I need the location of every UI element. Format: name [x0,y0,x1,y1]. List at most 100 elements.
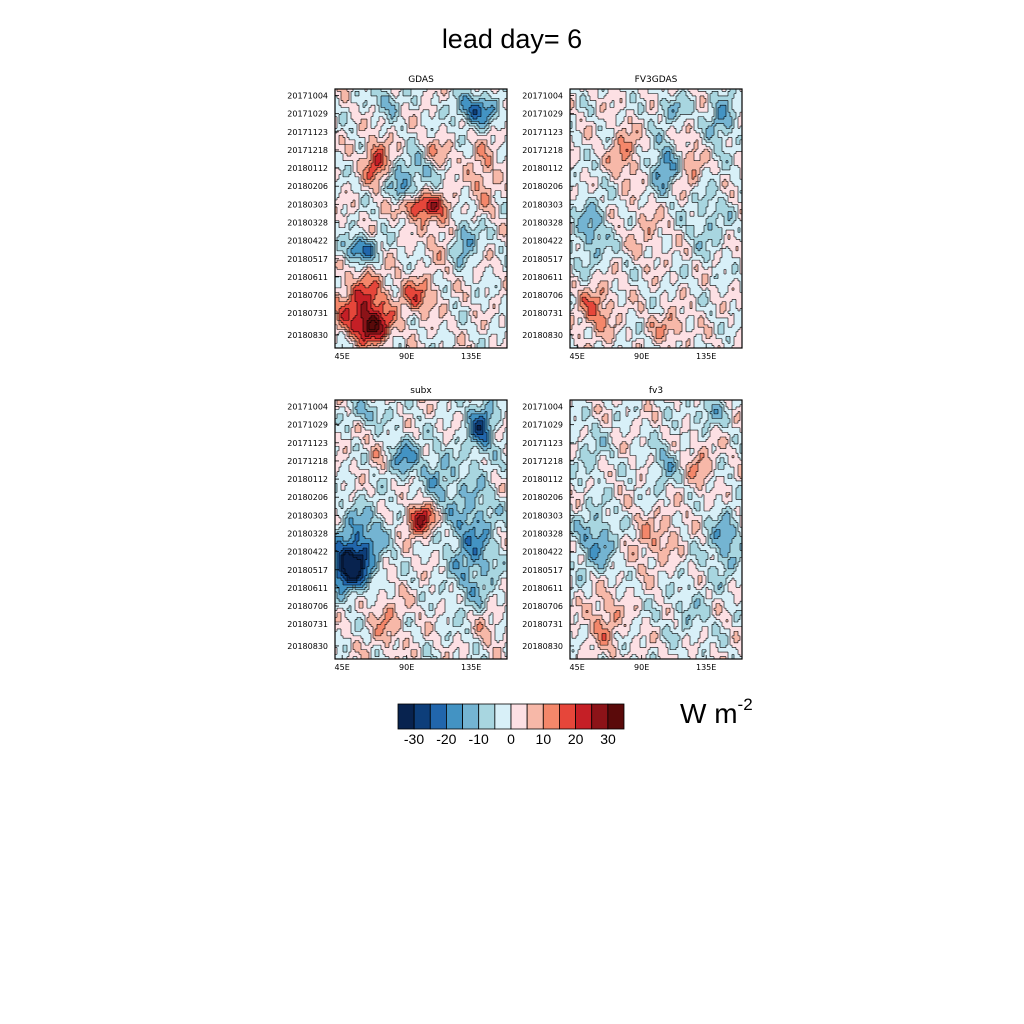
heatmap-cell [419,108,421,111]
heatmap-cell [353,103,355,106]
heatmap-cell [407,98,409,101]
heatmap-cell [483,110,485,113]
heatmap-cell [371,101,373,104]
heatmap-cell [371,108,373,111]
heatmap-cell [383,103,385,106]
heatmap-cell [361,114,363,117]
heatmap-cell [405,98,407,101]
heatmap-cell [475,114,477,117]
heatmap-cell [395,98,397,101]
heatmap-cell [371,117,373,120]
heatmap-cell [485,94,487,97]
heatmap-cell [445,105,447,108]
heatmap-cell [403,103,405,106]
heatmap-cell [369,114,371,117]
heatmap-cell [455,91,457,94]
heatmap-cell [383,91,385,94]
heatmap-cell [457,114,459,117]
heatmap-cell [355,117,357,120]
heatmap-cell [421,101,423,104]
heatmap-cell [381,108,383,111]
heatmap-cell [411,105,413,108]
heatmap-cell [477,108,479,111]
heatmap-cell [441,96,443,99]
heatmap-cell [357,96,359,99]
heatmap-cell [465,105,467,108]
heatmap-cell [503,96,505,99]
heatmap-cell [403,105,405,108]
heatmap-cell [489,114,491,117]
heatmap-cell [405,108,407,111]
heatmap-cell [485,114,487,117]
heatmap-cell [491,112,493,115]
heatmap-cell [449,91,451,94]
heatmap-cell [433,101,435,104]
heatmap-cell [407,91,409,94]
heatmap-cell [405,117,407,120]
heatmap-cell [375,114,377,117]
heatmap-cell [383,96,385,99]
heatmap-cell [373,98,375,101]
heatmap-cell [381,101,383,104]
heatmap-cell [365,105,367,108]
heatmap-cell [343,112,345,115]
heatmap-cell [463,96,465,99]
heatmap-cell [457,91,459,94]
heatmap-cell [353,117,355,120]
heatmap-cell [395,91,397,94]
heatmap-cell [381,96,383,99]
heatmap-cell [423,110,425,113]
heatmap-cell [361,94,363,97]
heatmap-cell [371,91,373,94]
heatmap-cell [383,101,385,104]
heatmap-cell [413,110,415,113]
heatmap-cell [409,103,411,106]
heatmap-cell [437,91,439,94]
heatmap-cell [491,94,493,97]
heatmap-cell [417,103,419,106]
heatmap-cell [439,98,441,101]
heatmap-cell [483,101,485,104]
heatmap-cell [363,114,365,117]
heatmap-cell [381,112,383,115]
heatmap-cell [473,105,475,108]
heatmap-cell [485,112,487,115]
heatmap-cell [419,110,421,113]
heatmap-cell [421,105,423,108]
heatmap-cell [457,94,459,97]
heatmap-cell [367,94,369,97]
heatmap-cell [471,108,473,111]
heatmap-cell [407,110,409,113]
heatmap-cell [343,108,345,111]
heatmap-cell [385,101,387,104]
heatmap-cell [423,112,425,115]
heatmap-cell [425,94,427,97]
heatmap-cell [445,108,447,111]
heatmap-cell [411,91,413,94]
heatmap-cell [469,103,471,106]
heatmap-cell [409,110,411,113]
heatmap-cell [343,103,345,106]
heatmap-cell [393,110,395,113]
heatmap-cell [503,103,505,106]
heatmap-cell [429,108,431,111]
heatmap-cell [375,105,377,108]
heatmap-cell [431,91,433,94]
heatmap-cell [399,96,401,99]
heatmap-cell [503,114,505,117]
heatmap-cell [385,96,387,99]
heatmap-cell [351,105,353,108]
heatmap-cell [375,108,377,111]
heatmap-cell [359,105,361,108]
heatmap-cell [443,110,445,113]
heatmap-cell [439,114,441,117]
heatmap-cell [481,112,483,115]
heatmap-cell [405,114,407,117]
heatmap-cell [365,114,367,117]
heatmap-cell [485,103,487,106]
heatmap-cell [351,98,353,101]
figure-canvas: GDAS45E 90E 135E20171004201710292017112320… [0,0,1024,1024]
heatmap-cell [451,105,453,108]
heatmap-cell [453,108,455,111]
heatmap-cell [435,114,437,117]
